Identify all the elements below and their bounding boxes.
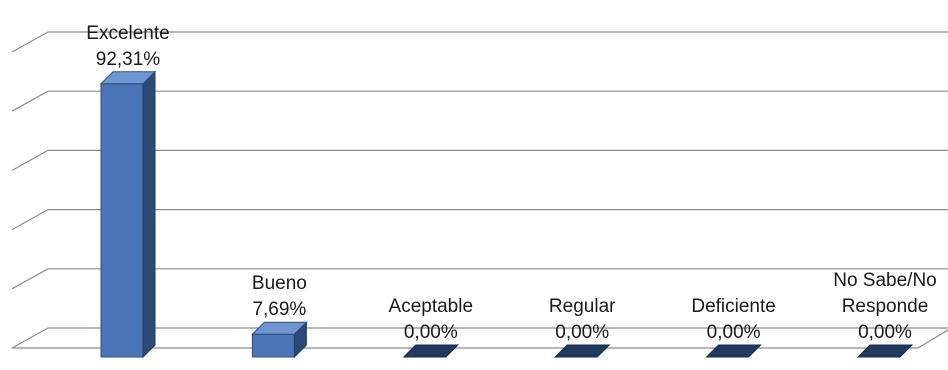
value-label: 0,00% [404,322,458,343]
category-label: No Sabe/No [833,270,937,291]
value-label: 7,69% [252,299,306,320]
category-label: Regular [549,296,616,317]
bar-no-sabe-no-responde [856,344,914,358]
gridline-edge [11,327,49,349]
value-label: 0,00% [858,322,912,343]
bar-excelente [99,70,157,359]
bars [99,70,914,359]
gridline-edge [11,149,49,171]
bar-bueno [251,321,308,359]
gridline-edge [11,268,49,290]
floor-right-edge [917,329,948,349]
bar-deficiente [705,344,762,358]
gridline-edge [11,209,49,231]
category-label: Aceptable [389,296,474,317]
bar-labels: Excelente 92,31% Bueno 7,69% Aceptable 0,00% R… [86,23,936,343]
bar-regular [553,344,611,358]
category-label: Deficiente [691,296,776,317]
value-label: 0,00% [707,322,761,343]
gridline-edge [11,31,49,53]
gridlines [11,31,948,349]
gridline-edge [11,90,49,112]
bar-aceptable [402,344,460,358]
value-label: 92,31% [96,49,161,70]
category-label: Excelente [86,23,169,44]
category-label: Responde [842,296,929,317]
value-label: 0,00% [555,322,609,343]
category-label: Bueno [252,273,307,294]
